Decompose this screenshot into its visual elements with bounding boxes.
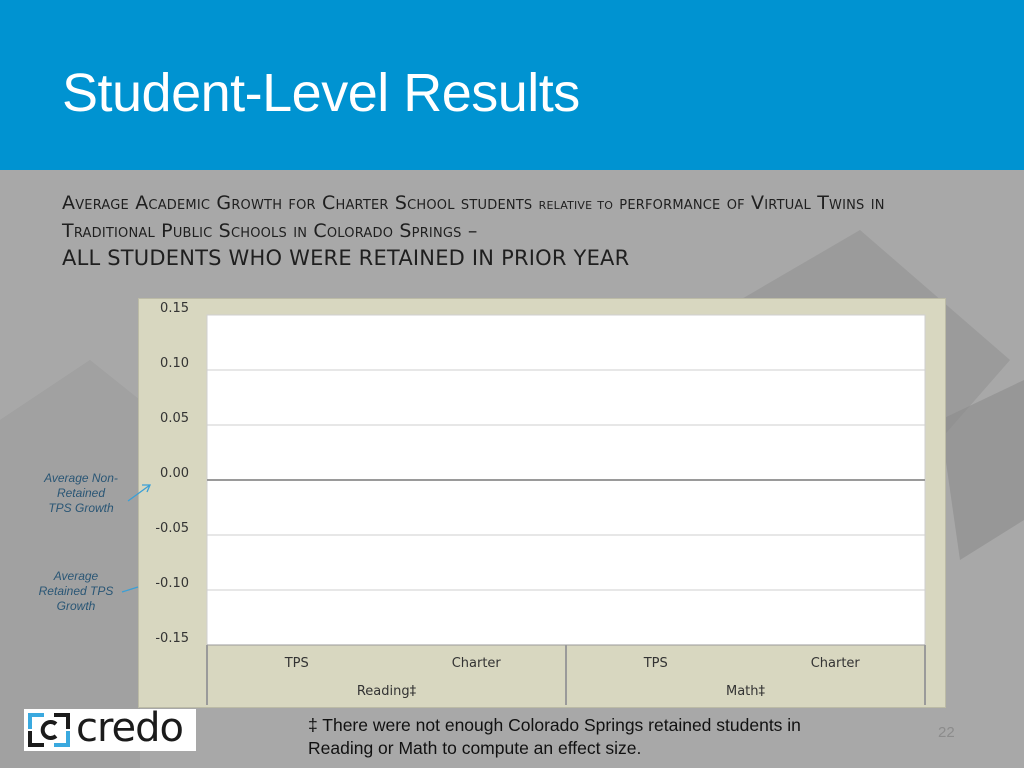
subtitle-part: S <box>218 220 231 242</box>
chart-frame: 0.15 0.10 0.05 0.00 -0.05 -0.10 -0.15 TPS Charte… <box>138 298 946 708</box>
arrow-non-retained <box>127 484 151 502</box>
subtitle-line2: All students who were retained in prior … <box>62 246 630 270</box>
x-category-label: Charter <box>811 656 861 671</box>
subtitle-part: verage <box>75 192 136 214</box>
subtitle-part: cademic <box>148 192 217 214</box>
y-tick-label: -0.15 <box>155 631 189 646</box>
slide-title: Student-Level Results <box>62 63 580 123</box>
y-tick-label: 0.10 <box>160 356 189 371</box>
subtitle-part: C <box>322 192 336 214</box>
subtitle-part: olorado <box>326 220 400 242</box>
chart-subtitle: Average Academic Growth for Charter Scho… <box>62 190 942 272</box>
x-group-label: Math‡ <box>726 684 766 699</box>
subtitle-part: wins in <box>829 192 885 214</box>
subtitle-part: performance of <box>613 192 752 214</box>
footnote: ‡ There were not enough Colorado Springs… <box>308 715 801 758</box>
x-group-label: Reading‡ <box>357 684 417 699</box>
subtitle-line1: Average Academic Growth for Charter Scho… <box>62 192 885 242</box>
subtitle-part: irtual <box>764 192 818 214</box>
y-tick-label: -0.10 <box>155 576 189 591</box>
subtitle-part: A <box>135 192 149 214</box>
subtitle-part: rowth for <box>231 192 322 214</box>
subtitle-part: raditional <box>73 220 162 242</box>
annotation-arrows <box>121 484 151 593</box>
subtitle-part: relative to <box>538 195 614 213</box>
credo-logo-mark <box>28 713 70 747</box>
x-category-label: TPS <box>643 656 668 671</box>
subtitle-part: V <box>751 192 765 214</box>
y-tick-label: -0.05 <box>155 521 189 536</box>
x-category-label: Charter <box>452 656 502 671</box>
arrow-retained <box>121 586 139 593</box>
subtitle-part: T <box>817 192 830 214</box>
arrow-head-non-retained <box>142 484 151 493</box>
subtitle-part: prings – <box>411 220 478 242</box>
subtitle-part: chool students <box>407 192 539 214</box>
title-bar: Student-Level Results <box>0 0 1024 170</box>
subtitle-part: T <box>62 220 74 242</box>
bar-chart: 0.15 0.10 0.05 0.00 -0.05 -0.10 -0.15 TPS Charte… <box>155 301 926 705</box>
y-tick-label: 0.05 <box>160 411 189 426</box>
subtitle-part: chools in <box>230 220 314 242</box>
subtitle-part: ublic <box>172 220 219 242</box>
annotation-non-retained: Average Non-Retained TPS Growth <box>44 471 118 515</box>
subtitle-part: G <box>216 192 232 214</box>
annotation-retained: Average Retained TPS Growth <box>38 569 114 613</box>
subtitle-part: harter <box>335 192 395 214</box>
subtitle-part: S <box>394 192 408 214</box>
y-tick-label: 0.00 <box>160 466 189 481</box>
subtitle-part: S <box>399 220 412 242</box>
subtitle-part: P <box>161 220 173 242</box>
y-tick-label: 0.15 <box>160 301 189 316</box>
page-number: 22 <box>938 724 955 741</box>
subtitle-part: C <box>313 220 327 242</box>
credo-logo-text: credo <box>76 705 184 751</box>
subtitle-part: A <box>62 192 76 214</box>
credo-logo: credo <box>24 705 196 751</box>
x-category-label: TPS <box>284 656 309 671</box>
